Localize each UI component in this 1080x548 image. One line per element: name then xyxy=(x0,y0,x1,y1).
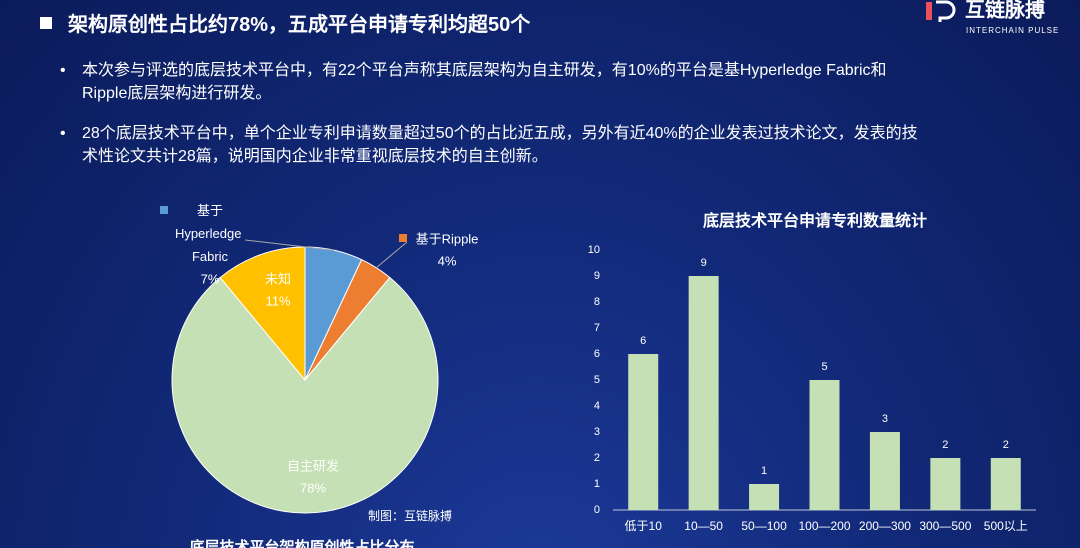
bar xyxy=(628,354,659,510)
chart-title: 底层技术平台申请专利数量统计 xyxy=(703,211,927,230)
bar xyxy=(749,484,780,510)
square-bullet xyxy=(40,16,52,29)
x-tick-label: 200—300 xyxy=(859,519,911,533)
legend-marker xyxy=(399,234,407,242)
pie-value-label: 78% xyxy=(300,480,326,495)
pie-slice xyxy=(219,246,306,382)
legend-marker xyxy=(160,206,168,214)
logo-icon xyxy=(926,2,932,20)
y-tick-label: 1 xyxy=(594,478,600,490)
x-tick-label: 50—100 xyxy=(741,519,787,533)
label-line: Fabric xyxy=(192,249,229,264)
chart-title: 底层技术平台架构原创性占比分布 xyxy=(189,538,414,548)
label-line: Hyperledge xyxy=(175,226,245,241)
pie-value-label: 11% xyxy=(265,293,290,308)
y-tick-label: 8 xyxy=(594,296,600,308)
logo-name: 互链脉搏 xyxy=(965,0,1045,21)
label-line: 基于 xyxy=(197,203,223,218)
pie-slice xyxy=(171,276,439,514)
x-tick-label: 低于10 xyxy=(625,519,663,533)
pie-category-label: 基于 Hyperledge Fabric xyxy=(175,203,245,264)
y-tick-label: 5 xyxy=(594,374,600,386)
bullet-text: 本次参与评选的底层技术平台中，有22个平台声称其底层架构为自主研发，有10%的平… xyxy=(82,62,887,102)
y-tick-label: 2 xyxy=(594,452,600,464)
header: 架构原创性占比约78%，五成平台申请专利均超50个 xyxy=(40,8,530,37)
data-label: 2 xyxy=(942,439,948,451)
chart-source: 制图：互链脉搏 xyxy=(368,508,452,523)
y-tick-label: 9 xyxy=(594,270,600,282)
logo-subtitle: INTERCHAIN PULSE xyxy=(966,26,1059,35)
bar xyxy=(809,380,840,510)
x-tick-label: 300—500 xyxy=(919,519,971,533)
bullet: • 28个底层技术平台中，单个企业专利申请数量超过50个的占比近五成，另外有近40… xyxy=(60,122,930,168)
logo-icon xyxy=(936,0,956,22)
y-tick-label: 0 xyxy=(594,504,600,516)
x-tick-label: 500以上 xyxy=(984,519,1028,533)
bullet: • 本次参与评选的底层技术平台中，有22个平台声称其底层架构为自主研发，有10%的… xyxy=(60,59,930,105)
leader-line xyxy=(375,241,408,269)
bar xyxy=(930,458,961,510)
header-title: 架构原创性占比约78%，五成平台申请专利均超50个 xyxy=(68,14,531,36)
pie-category-label: 基于Ripple xyxy=(416,231,479,246)
bar xyxy=(688,276,719,510)
y-tick-label: 3 xyxy=(594,426,600,438)
pie-category-label: 自主研发 xyxy=(287,458,339,473)
y-tick-label: 7 xyxy=(594,322,600,334)
pie-category-label: 未知 xyxy=(265,271,291,286)
logo: 互链脉搏 INTERCHAIN PULSE xyxy=(926,0,1059,35)
pie-value-label: 4% xyxy=(438,253,457,268)
y-tick-label: 4 xyxy=(594,400,600,412)
leader-line xyxy=(244,239,335,251)
data-label: 6 xyxy=(640,335,646,347)
pie-value-label: 7% xyxy=(201,271,220,286)
data-label: 3 xyxy=(882,413,888,425)
x-tick-label: 10—50 xyxy=(684,519,723,533)
data-label: 1 xyxy=(761,465,767,477)
data-label: 2 xyxy=(1003,439,1009,451)
bar xyxy=(869,432,900,510)
data-label: 5 xyxy=(821,361,827,373)
bar xyxy=(990,458,1021,510)
bullet-text: 28个底层技术平台中，单个企业专利申请数量超过50个的占比近五成，另外有近40%… xyxy=(82,125,918,165)
x-tick-label: 100—200 xyxy=(798,519,850,533)
y-tick-label: 10 xyxy=(588,244,600,256)
y-tick-label: 6 xyxy=(594,348,600,360)
data-label: 9 xyxy=(701,257,707,269)
